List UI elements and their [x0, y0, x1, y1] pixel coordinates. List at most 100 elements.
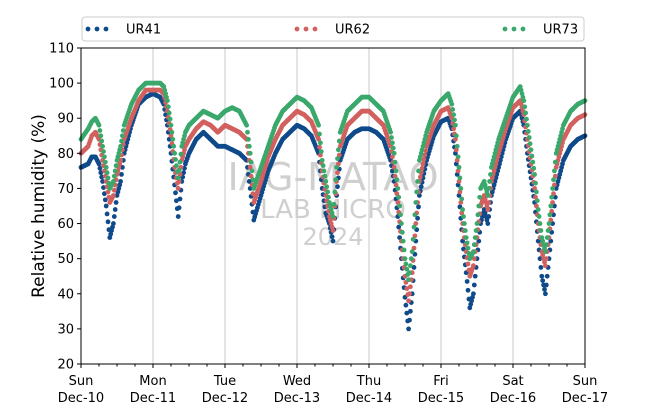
y-tick-label: 60 — [57, 217, 74, 232]
data-point — [406, 277, 411, 283]
x-tick-date: Dec-13 — [274, 391, 320, 406]
data-point — [104, 211, 110, 217]
data-point — [329, 234, 335, 240]
data-point — [486, 186, 492, 191]
data-point — [540, 278, 546, 284]
data-point — [102, 197, 108, 203]
data-point — [463, 235, 469, 241]
data-point — [545, 228, 551, 233]
x-tick-weekday: Sun — [573, 374, 598, 389]
data-point — [532, 172, 537, 177]
data-point — [336, 147, 341, 153]
data-point — [249, 168, 255, 174]
x-axis-ticks: Sun Dec-10 Mon Dec-11 Tue Dec-12 Wed Dec-13 Thu D… — [58, 364, 608, 406]
data-point — [177, 159, 183, 165]
data-point — [404, 310, 410, 316]
data-point — [407, 270, 412, 276]
legend: UR41 UR62 UR73 — [81, 16, 585, 42]
data-point — [98, 133, 104, 139]
data-point — [393, 168, 399, 174]
data-point — [391, 150, 397, 156]
data-point — [487, 179, 492, 184]
data-point — [455, 154, 461, 160]
data-point — [538, 265, 544, 270]
x-tick-date: Dec-11 — [130, 391, 176, 406]
data-point — [547, 212, 553, 218]
data-point — [118, 157, 123, 163]
data-point — [461, 214, 466, 219]
data-point — [118, 143, 123, 149]
legend-marker — [294, 26, 300, 32]
data-point — [250, 191, 256, 197]
data-point — [404, 266, 410, 272]
legend-marker — [511, 26, 517, 32]
data-point — [99, 174, 105, 180]
data-point — [173, 190, 178, 196]
legend-marker — [303, 26, 309, 32]
data-point — [486, 214, 492, 219]
data-point — [449, 101, 455, 107]
data-point — [120, 133, 125, 139]
data-point — [317, 144, 322, 150]
data-point — [408, 284, 413, 290]
data-point — [326, 194, 331, 200]
data-point — [181, 170, 187, 176]
data-point — [462, 221, 467, 226]
data-point — [102, 159, 108, 165]
data-point — [119, 172, 124, 177]
data-point — [462, 228, 468, 233]
x-tick-weekday: Tue — [213, 374, 236, 389]
data-point — [550, 186, 555, 191]
data-point — [333, 177, 339, 183]
data-point — [400, 238, 406, 244]
data-point — [411, 265, 417, 270]
data-point — [332, 189, 338, 195]
data-point — [544, 235, 550, 241]
data-point — [464, 279, 470, 284]
data-point — [543, 249, 548, 255]
data-point — [168, 122, 174, 128]
data-point — [406, 298, 411, 304]
data-point — [474, 221, 480, 226]
data-point — [465, 287, 471, 293]
data-point — [392, 159, 398, 165]
data-point — [522, 104, 528, 110]
data-point — [488, 172, 493, 177]
data-point — [415, 215, 420, 221]
y-tick-label: 20 — [57, 358, 74, 373]
data-point — [485, 207, 491, 212]
data-point — [317, 131, 322, 137]
data-point — [165, 104, 171, 110]
y-tick-label: 110 — [49, 42, 74, 57]
data-points — [78, 80, 588, 332]
data-point — [401, 247, 407, 253]
y-tick-label: 80 — [57, 147, 74, 162]
data-point — [173, 157, 178, 162]
x-tick-weekday: Sat — [502, 374, 523, 389]
data-point — [99, 138, 105, 144]
data-point — [417, 174, 423, 180]
data-point — [473, 228, 479, 233]
data-point — [546, 221, 552, 226]
data-point — [335, 170, 340, 176]
data-point — [175, 214, 181, 219]
data-point — [331, 201, 337, 207]
x-tick-weekday: Thu — [356, 374, 381, 389]
data-point — [335, 184, 340, 190]
data-point — [521, 98, 527, 104]
data-point — [247, 150, 253, 156]
legend-marker — [520, 26, 526, 32]
data-point — [318, 149, 324, 154]
data-point — [485, 193, 491, 198]
x-tick-date: Dec-10 — [58, 391, 104, 406]
data-point — [529, 153, 535, 159]
data-point — [528, 147, 534, 153]
data-point — [486, 200, 492, 205]
data-point — [105, 175, 111, 181]
x-tick-date: Dec-14 — [346, 391, 392, 406]
data-point — [398, 212, 403, 218]
data-point — [552, 159, 558, 165]
data-point — [525, 122, 530, 128]
data-point — [549, 194, 555, 200]
data-point — [246, 179, 252, 184]
